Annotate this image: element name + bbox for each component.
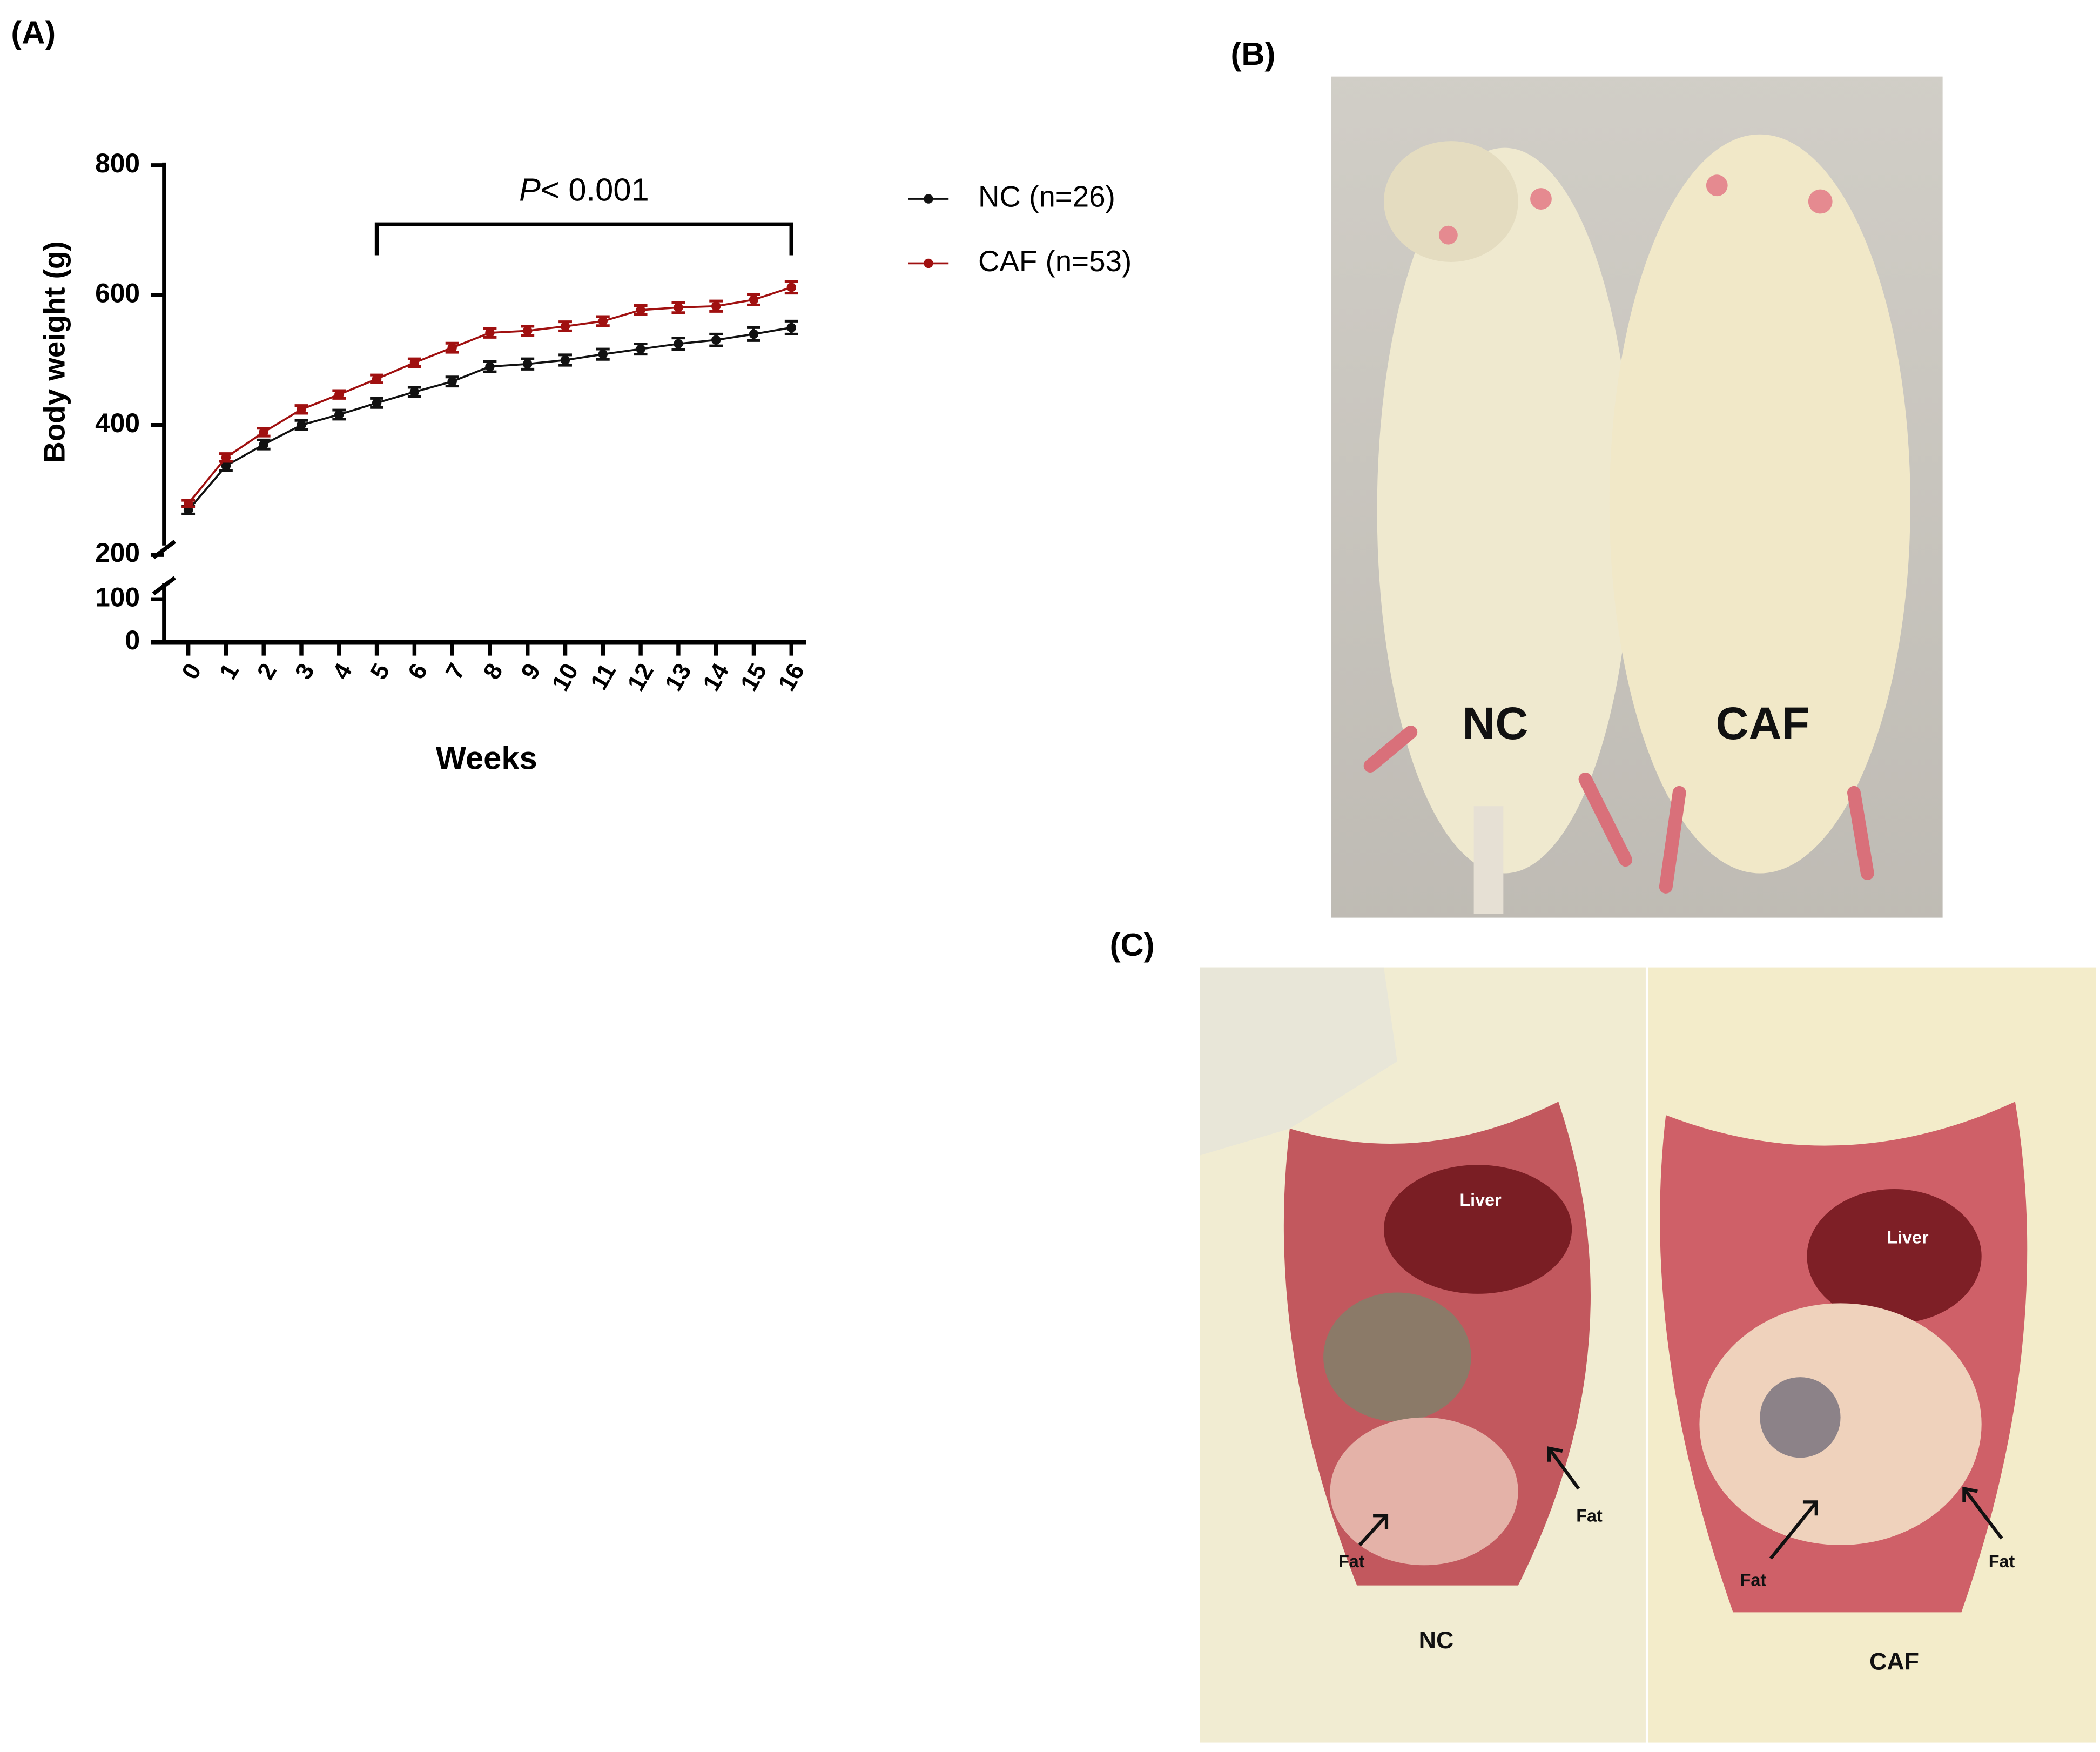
data-point — [183, 499, 193, 508]
photo-label: CAF — [1715, 697, 1809, 749]
data-point — [334, 390, 344, 399]
data-point — [674, 303, 683, 312]
data-point — [447, 343, 457, 353]
x-tick-label: 3 — [290, 659, 320, 684]
x-tick-label: 16 — [773, 659, 810, 695]
panel-label: (B) — [1230, 36, 1275, 72]
series-line — [187, 326, 792, 511]
data-point — [786, 283, 796, 292]
data-point — [297, 420, 306, 430]
data-point — [297, 405, 306, 414]
photo-label: Fat — [1338, 1552, 1365, 1571]
legend-label: CAF (n=53) — [978, 244, 1132, 278]
data-point — [711, 301, 721, 311]
data-point — [674, 339, 683, 349]
axis — [152, 162, 806, 645]
data-point — [711, 335, 721, 345]
legend-marker — [924, 258, 933, 268]
photo-label: NC — [1419, 1627, 1454, 1654]
x-tick-label: 9 — [516, 659, 546, 684]
y-tick-label: 400 — [95, 408, 140, 438]
data-point — [334, 410, 344, 420]
y-axis-title: Body weight (g) — [37, 241, 71, 462]
x-tick-label: 4 — [327, 659, 358, 684]
x-tick-label: 10 — [547, 659, 583, 695]
data-point — [485, 328, 495, 338]
data-point — [598, 349, 608, 359]
annotation-italic: P — [519, 171, 541, 207]
photo-label: Fat — [1740, 1570, 1767, 1590]
data-point — [485, 361, 495, 372]
x-tick-label: 15 — [735, 659, 772, 695]
panel-label: (C) — [1110, 927, 1155, 963]
x-tick-label: 2 — [252, 659, 282, 684]
y-tick-label: 200 — [95, 538, 140, 568]
y-tick-label: 800 — [95, 148, 140, 178]
data-point — [221, 461, 231, 471]
x-tick-label: 7 — [440, 659, 470, 684]
data-point — [560, 355, 570, 365]
photo-label: Liver — [1459, 1190, 1502, 1210]
data-point — [560, 321, 570, 331]
series-line — [187, 286, 792, 505]
x-tick-label: 6 — [402, 659, 433, 684]
y-tick-label: 600 — [95, 278, 140, 308]
x-tick-label: 11 — [585, 659, 621, 694]
data-point — [409, 387, 420, 397]
x-tick-label: 8 — [478, 659, 508, 684]
annotation: P< 0.001 — [519, 171, 649, 207]
y-tick-label: 100 — [95, 582, 140, 612]
x-tick-label: 14 — [697, 659, 734, 695]
x-tick-label: 5 — [365, 659, 395, 684]
data-point — [221, 453, 231, 462]
data-point — [523, 326, 533, 336]
x-tick-label: 13 — [660, 659, 697, 695]
data-point — [447, 377, 457, 386]
x-tick-label: 12 — [622, 659, 659, 695]
data-point — [259, 440, 268, 449]
photo-label: Fat — [1576, 1506, 1603, 1525]
data-point — [749, 295, 759, 305]
panel-label: (A) — [11, 14, 56, 50]
legend-marker — [924, 194, 933, 204]
data-point — [372, 398, 382, 408]
data-point — [523, 359, 533, 369]
data-point — [636, 305, 645, 315]
data-point — [372, 374, 382, 384]
photo-label: CAF — [1869, 1648, 1919, 1675]
y-tick-label: 0 — [125, 625, 140, 655]
legend-label: NC (n=26) — [978, 180, 1115, 213]
data-point — [409, 358, 420, 368]
x-tick-label: 1 — [214, 659, 244, 684]
photo-label: NC — [1462, 697, 1528, 749]
data-point — [259, 427, 268, 437]
significance-bracket — [374, 222, 793, 256]
x-axis-title: Weeks — [436, 740, 537, 776]
data-point — [786, 323, 796, 333]
photo-label: Fat — [1989, 1552, 2015, 1571]
data-point — [636, 344, 645, 354]
photo-b: NC CAF — [1331, 76, 1943, 918]
photo-c: Liver Liver Fat Fat Fat Fat NC CAF — [1200, 967, 2096, 1743]
photo-label: Liver — [1887, 1228, 1929, 1247]
data-point — [598, 316, 608, 326]
annotation-text: < 0.001 — [541, 171, 649, 207]
data-point — [749, 329, 759, 339]
x-tick-label: 0 — [177, 659, 207, 684]
